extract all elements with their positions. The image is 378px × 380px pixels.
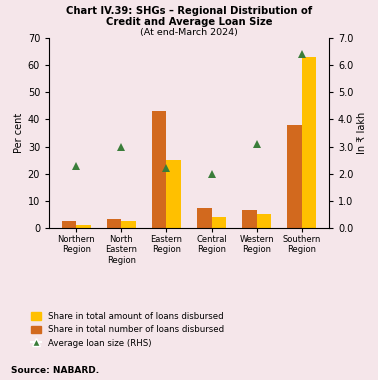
Bar	[257, 214, 271, 228]
Bar	[121, 221, 136, 228]
Bar	[197, 207, 212, 228]
Bar	[302, 57, 316, 228]
Y-axis label: In ₹ lakh: In ₹ lakh	[358, 112, 367, 154]
Bar	[287, 125, 302, 228]
Bar	[107, 218, 121, 228]
Bar	[76, 225, 91, 228]
Text: Source: NABARD.: Source: NABARD.	[11, 366, 99, 375]
Bar	[166, 160, 181, 228]
Y-axis label: Per cent: Per cent	[14, 113, 23, 153]
Text: Chart IV.39: SHGs – Regional Distribution of: Chart IV.39: SHGs – Regional Distributio…	[66, 6, 312, 16]
Text: Credit and Average Loan Size: Credit and Average Loan Size	[106, 17, 272, 27]
Legend: Share in total amount of loans disbursed, Share in total number of loans disburs: Share in total amount of loans disbursed…	[31, 312, 225, 348]
Bar	[242, 211, 257, 228]
Text: (At end-March 2024): (At end-March 2024)	[140, 28, 238, 38]
Bar	[212, 217, 226, 228]
Bar	[62, 221, 76, 228]
Bar	[152, 111, 166, 228]
